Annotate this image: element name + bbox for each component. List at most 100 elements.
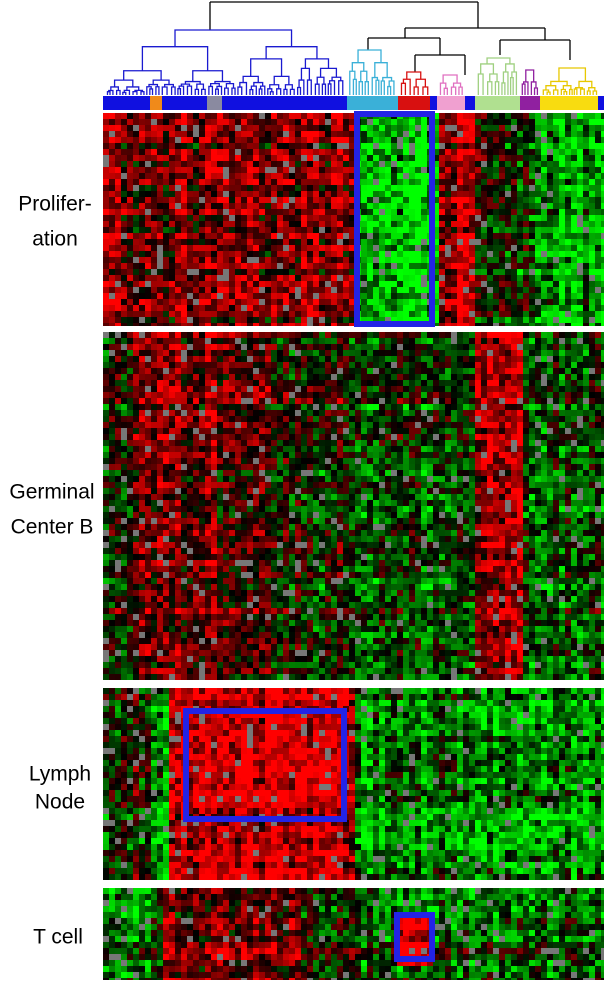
heat-cell <box>379 311 385 317</box>
heat-cell <box>127 311 133 317</box>
heat-cell <box>199 119 205 125</box>
heat-cell <box>163 293 169 299</box>
heat-cell <box>469 380 475 386</box>
heat-cell <box>487 305 493 311</box>
heat-cell <box>145 155 151 161</box>
heat-cell <box>193 374 199 380</box>
heat-cell <box>481 191 487 197</box>
heat-cell <box>523 125 529 131</box>
heat-cell <box>325 179 331 185</box>
heat-cell <box>205 281 211 287</box>
heat-cell <box>481 311 487 317</box>
heat-cell <box>121 323 127 326</box>
heat-cell <box>433 452 439 458</box>
heat-cell <box>163 323 169 326</box>
heat-cell <box>535 392 541 398</box>
heat-cell <box>229 305 235 311</box>
heat-cell <box>493 143 499 149</box>
heat-cell <box>571 119 577 125</box>
heat-cell <box>409 458 415 464</box>
heat-cell <box>109 323 115 326</box>
heat-cell <box>169 422 175 428</box>
heat-cell <box>109 167 115 173</box>
heat-cell <box>289 263 295 269</box>
heat-cell <box>127 428 133 434</box>
heat-cell <box>115 251 121 257</box>
heat-cell <box>391 119 397 125</box>
heat-cell <box>211 179 217 185</box>
dendrogram-branch <box>250 58 283 77</box>
heat-cell <box>313 311 319 317</box>
heat-cell <box>241 245 247 251</box>
heat-cell <box>391 239 397 245</box>
heat-cell <box>235 368 241 374</box>
heat-cell <box>211 422 217 428</box>
heat-cell <box>583 380 589 386</box>
heat-cell <box>349 245 355 251</box>
heat-cell <box>475 203 481 209</box>
heat-cell <box>151 410 157 416</box>
heat-cell <box>373 440 379 446</box>
heat-cell <box>535 410 541 416</box>
heat-cell <box>121 269 127 275</box>
heat-cell <box>397 374 403 380</box>
heat-cell <box>589 239 595 245</box>
heat-cell <box>601 386 604 392</box>
heat-cell <box>133 386 139 392</box>
dendrogram-branch <box>387 85 392 95</box>
heat-cell <box>289 416 295 422</box>
heat-cell <box>565 356 571 362</box>
heat-cell <box>265 338 271 344</box>
heat-cell <box>355 338 361 344</box>
heat-cell <box>199 251 205 257</box>
heat-cell <box>127 209 133 215</box>
heat-cell <box>439 356 445 362</box>
heat-cell <box>235 185 241 191</box>
heat-cell <box>601 119 604 125</box>
heat-cell <box>127 368 133 374</box>
cluster-segment <box>222 96 347 110</box>
heat-cell <box>517 392 523 398</box>
heat-cell <box>121 245 127 251</box>
heat-cell <box>349 131 355 137</box>
heat-cell <box>433 257 439 263</box>
heat-cell <box>505 269 511 275</box>
heat-cell <box>409 167 415 173</box>
heat-cell <box>325 191 331 197</box>
heat-cell <box>205 428 211 434</box>
heat-cell <box>529 287 535 293</box>
heat-cell <box>529 203 535 209</box>
heat-cell <box>247 338 253 344</box>
heat-cell <box>271 185 277 191</box>
heat-cell <box>475 386 481 392</box>
heat-cell <box>217 287 223 293</box>
heat-cell <box>439 251 445 257</box>
heat-cell <box>127 344 133 350</box>
heat-cell <box>301 392 307 398</box>
heat-cell <box>241 143 247 149</box>
heat-cell <box>469 446 475 452</box>
heat-cell <box>157 173 163 179</box>
heat-cell <box>313 119 319 125</box>
heat-cell <box>325 374 331 380</box>
heat-cell <box>499 446 505 452</box>
heat-cell <box>319 161 325 167</box>
heat-cell <box>601 416 604 422</box>
heat-cell <box>223 386 229 392</box>
heat-cell <box>211 221 217 227</box>
heat-cell <box>469 323 475 326</box>
heat-cell <box>391 287 397 293</box>
heat-cell <box>187 311 193 317</box>
heat-cell <box>541 410 547 416</box>
heat-cell <box>103 380 109 386</box>
heat-cell <box>187 368 193 374</box>
heat-cell <box>235 386 241 392</box>
heat-cell <box>169 350 175 356</box>
heat-cell <box>403 275 409 281</box>
heat-cell <box>463 131 469 137</box>
heat-cell <box>349 299 355 305</box>
heat-cell <box>241 422 247 428</box>
heat-cell <box>301 119 307 125</box>
heat-cell <box>199 356 205 362</box>
heat-cell <box>481 221 487 227</box>
